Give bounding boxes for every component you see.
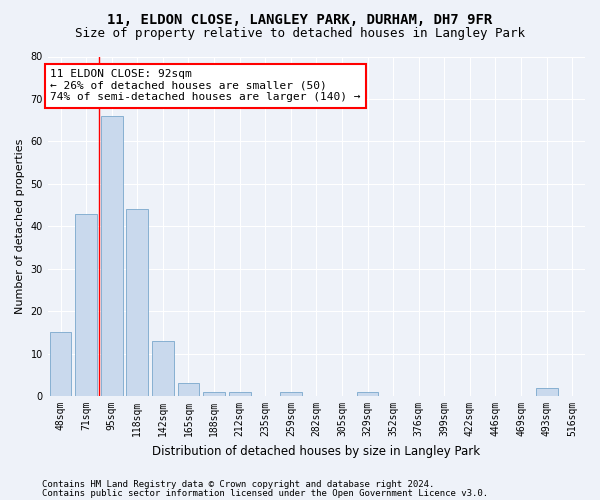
Bar — [280, 392, 302, 396]
Bar — [203, 392, 225, 396]
Text: Contains HM Land Registry data © Crown copyright and database right 2024.: Contains HM Land Registry data © Crown c… — [42, 480, 434, 489]
Text: Contains public sector information licensed under the Open Government Licence v3: Contains public sector information licen… — [42, 488, 488, 498]
Text: 11 ELDON CLOSE: 92sqm
← 26% of detached houses are smaller (50)
74% of semi-deta: 11 ELDON CLOSE: 92sqm ← 26% of detached … — [50, 69, 361, 102]
Bar — [536, 388, 557, 396]
Text: 11, ELDON CLOSE, LANGLEY PARK, DURHAM, DH7 9FR: 11, ELDON CLOSE, LANGLEY PARK, DURHAM, D… — [107, 12, 493, 26]
X-axis label: Distribution of detached houses by size in Langley Park: Distribution of detached houses by size … — [152, 444, 481, 458]
Bar — [50, 332, 71, 396]
Bar — [127, 210, 148, 396]
Bar — [178, 384, 199, 396]
Bar — [101, 116, 122, 396]
Bar — [152, 341, 174, 396]
Y-axis label: Number of detached properties: Number of detached properties — [15, 138, 25, 314]
Bar — [356, 392, 379, 396]
Bar — [229, 392, 251, 396]
Bar — [75, 214, 97, 396]
Text: Size of property relative to detached houses in Langley Park: Size of property relative to detached ho… — [75, 28, 525, 40]
